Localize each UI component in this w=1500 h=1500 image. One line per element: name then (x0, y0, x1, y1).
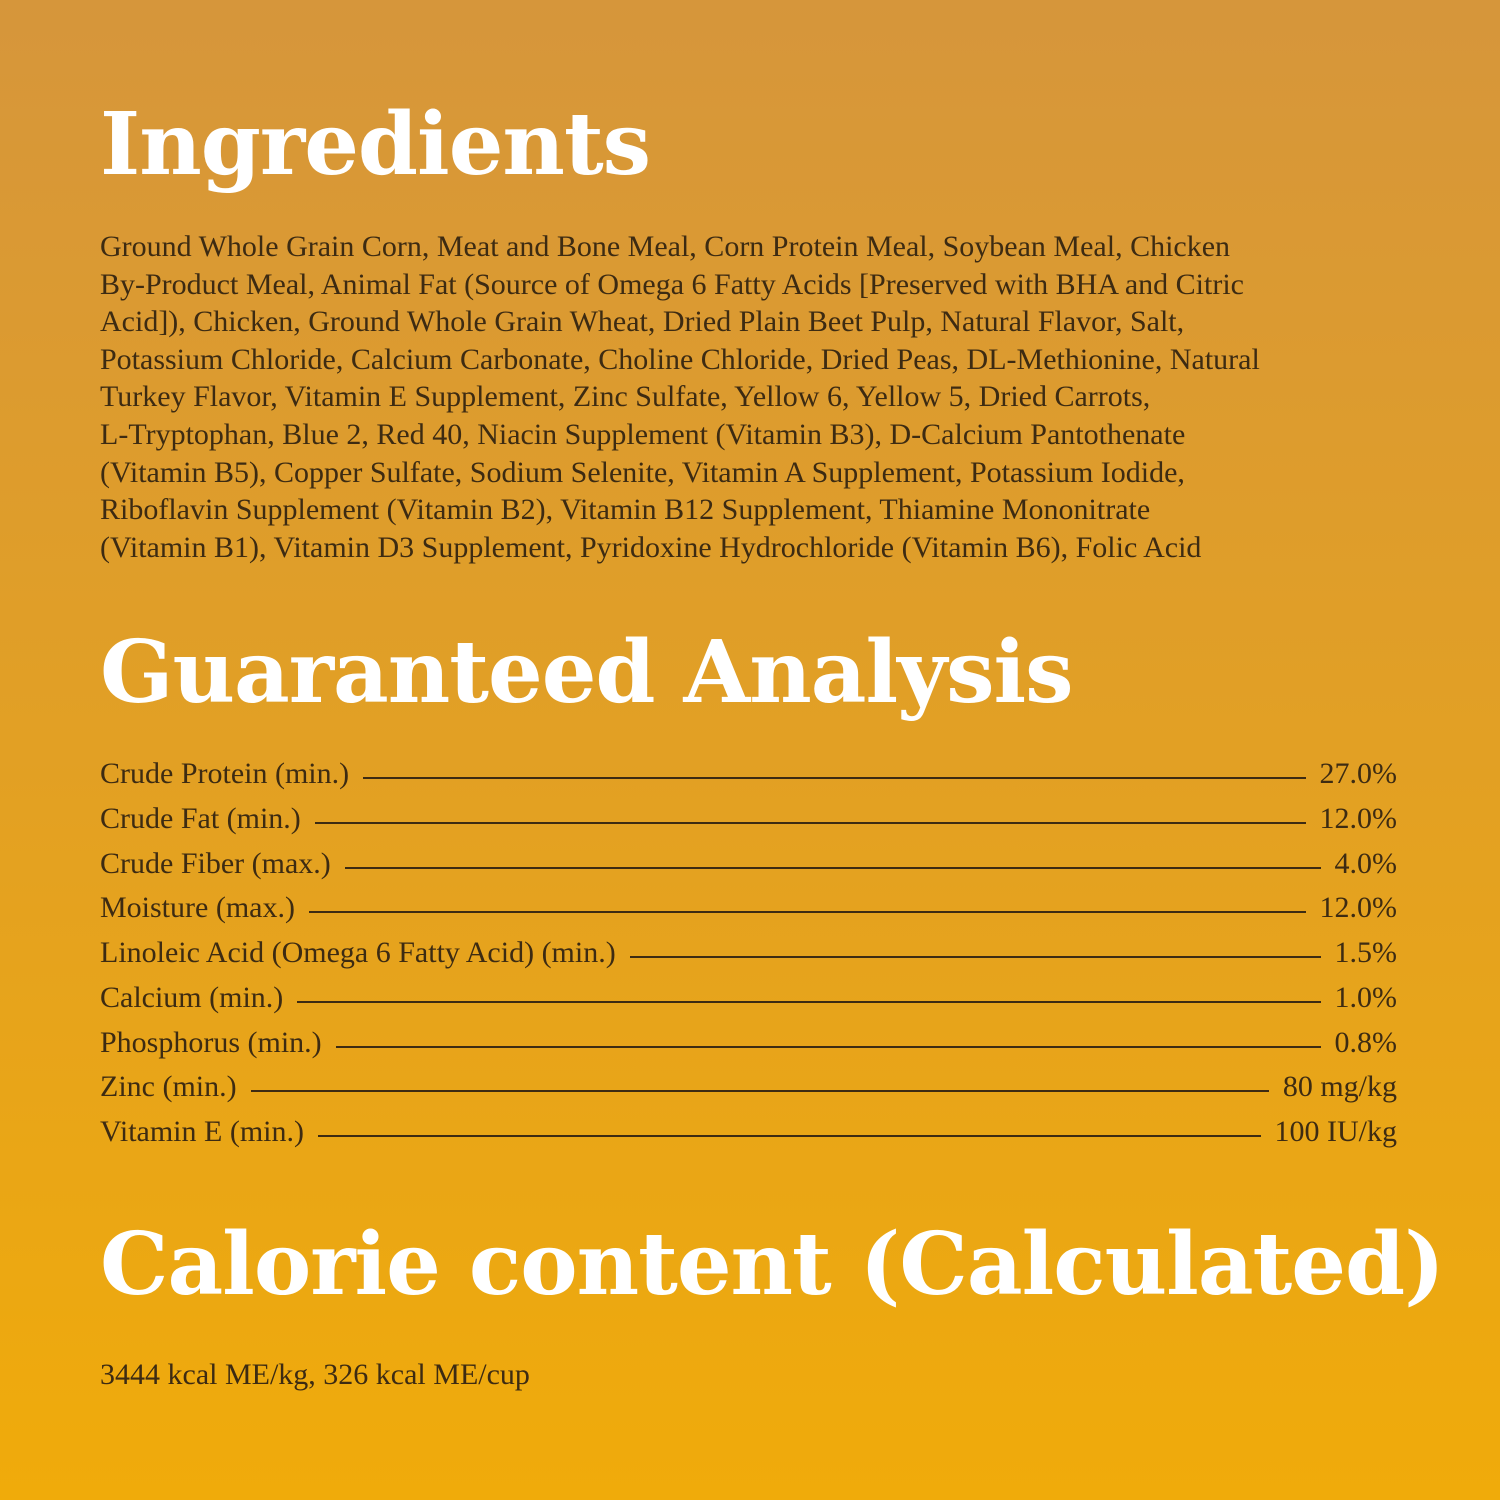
calories-title: Calorie content (Calculated) (100, 1214, 1445, 1315)
nutrient-value: 0.8% (1334, 1025, 1398, 1059)
analysis-row: Calcium (min.) 1.0% (100, 981, 1397, 1026)
calories-text: 3444 kcal ME/kg, 326 kcal ME/cup (100, 1358, 530, 1391)
nutrient-label: Crude Protein (min.) (100, 757, 350, 790)
nutrient-label: Zinc (min.) (100, 1070, 237, 1104)
ingredients-line: (Vitamin B5), Copper Sulfate, Sodium Sel… (100, 455, 1185, 489)
nutrient-label: Linoleic Acid (Omega 6 Fatty Acid) (min.… (100, 936, 616, 969)
leader-line (250, 1090, 1269, 1093)
nutrient-label: Calcium (min.) (100, 980, 284, 1014)
ingredients-line: By-Product Meal, Animal Fat (Source of O… (100, 267, 1244, 301)
nutrient-value: 1.5% (1334, 936, 1398, 969)
nutrient-value: 12.0% (1319, 801, 1398, 835)
ingredients-line: Acid]), Chicken, Ground Whole Grain Whea… (100, 305, 1185, 339)
analysis-row: Linoleic Acid (Omega 6 Fatty Acid) (min.… (100, 936, 1397, 981)
leader-line (314, 821, 1306, 824)
ingredients-line: Riboflavin Supplement (Vitamin B2), Vita… (100, 493, 1151, 527)
nutrient-value: 1.0% (1334, 980, 1398, 1014)
nutrient-value: 4.0% (1334, 846, 1398, 880)
analysis-row: Zinc (min.) 80 mg/kg (100, 1070, 1397, 1115)
nutrient-value: 12.0% (1319, 891, 1398, 925)
analysis-table: Crude Protein (min.) 27.0% Crude Fat (min.… (100, 757, 1397, 1160)
leader-line (308, 911, 1306, 914)
analysis-title: Guaranteed Analysis (100, 622, 1074, 723)
leader-line (335, 1045, 1321, 1048)
nutrient-label: Moisture (max.) (100, 891, 295, 925)
nutrient-value: 80 mg/kg (1282, 1070, 1397, 1104)
nutrient-label: Vitamin E (min.) (100, 1115, 304, 1148)
analysis-row: Vitamin E (min.) 100 IU/kg (100, 1115, 1397, 1160)
ingredients-line: L-Tryptophan, Blue 2, Red 40, Niacin Sup… (100, 417, 1186, 451)
leader-line (363, 777, 1306, 779)
nutrient-value: 27.0% (1319, 757, 1398, 790)
leader-line (318, 1135, 1261, 1137)
ingredients-line: Ground Whole Grain Corn, Meat and Bone M… (100, 230, 1231, 263)
leader-line (344, 866, 1321, 869)
analysis-row: Moisture (max.) 12.0% (100, 891, 1397, 936)
nutrient-label: Phosphorus (min.) (100, 1025, 322, 1059)
analysis-row: Crude Fiber (max.) 4.0% (100, 847, 1397, 892)
leader-line (629, 956, 1321, 958)
ingredients-line: Potassium Chloride, Calcium Carbonate, C… (100, 342, 1260, 376)
ingredients-text: Ground Whole Grain Corn, Meat and Bone M… (100, 228, 1260, 566)
ingredients-line: (Vitamin B1), Vitamin D3 Supplement, Pyr… (100, 530, 1202, 564)
analysis-row: Crude Fat (min.) 12.0% (100, 802, 1397, 847)
nutrient-label: Crude Fiber (max.) (100, 846, 331, 880)
leader-line (297, 1000, 1321, 1003)
ingredients-line: Turkey Flavor, Vitamin E Supplement, Zin… (100, 380, 1151, 414)
analysis-row: Crude Protein (min.) 27.0% (100, 757, 1397, 802)
ingredients-title: Ingredients (100, 94, 651, 195)
nutrient-label: Crude Fat (min.) (100, 801, 301, 835)
analysis-row: Phosphorus (min.) 0.8% (100, 1026, 1397, 1071)
nutrient-value: 100 IU/kg (1274, 1115, 1398, 1148)
